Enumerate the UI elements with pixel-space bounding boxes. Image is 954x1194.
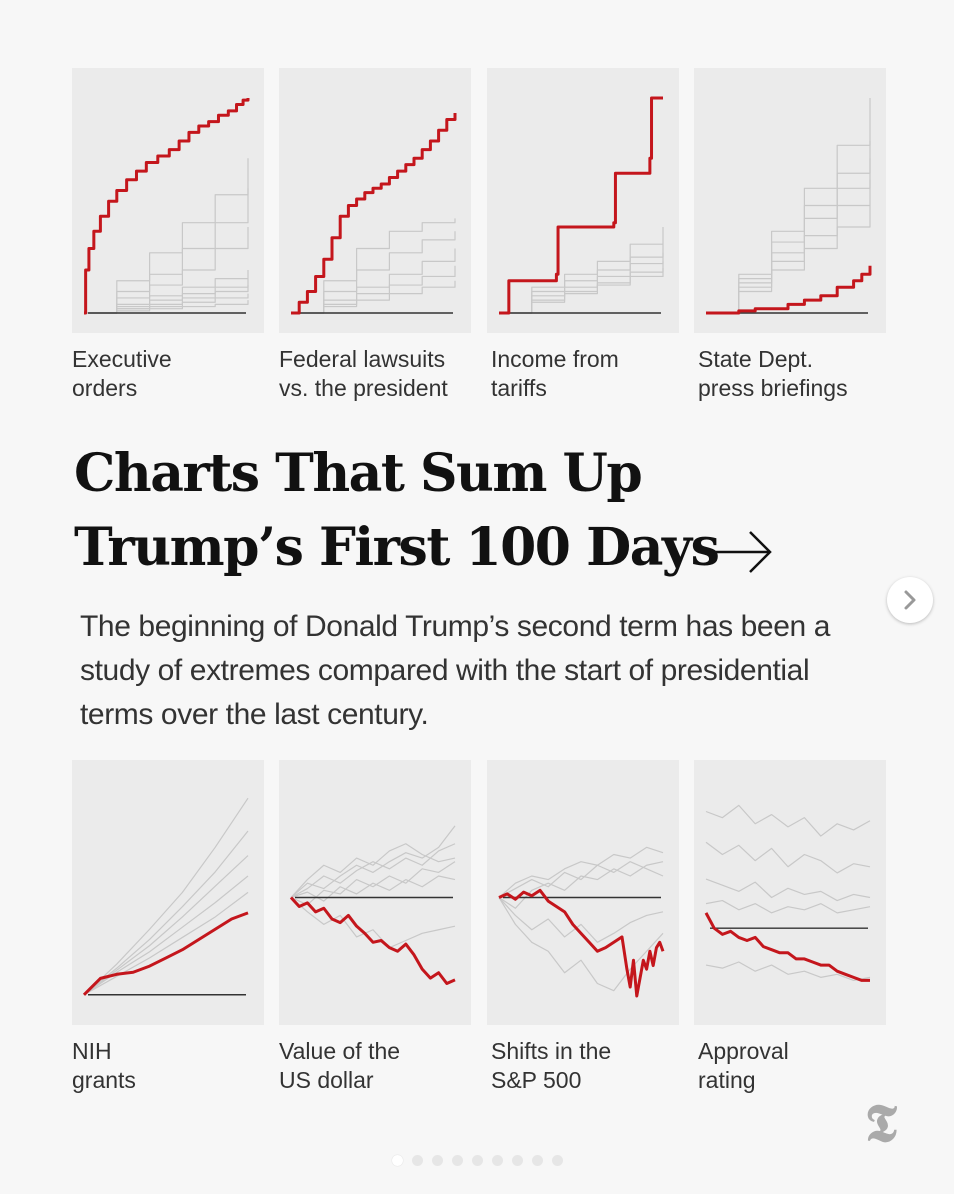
pagination-dot[interactable] bbox=[552, 1155, 563, 1166]
pagination-dot[interactable] bbox=[412, 1155, 423, 1166]
page-title: Charts That Sum Up Trump’s First 100 Day… bbox=[74, 437, 720, 585]
series-line-comparison bbox=[706, 205, 871, 314]
caption-line: Shifts in the bbox=[491, 1038, 612, 1064]
series-line-comparison bbox=[290, 843, 456, 898]
series-line-comparison bbox=[499, 244, 664, 314]
caption-line: Approval bbox=[698, 1038, 789, 1064]
next-slide-button[interactable] bbox=[887, 577, 933, 623]
series-line-comparison bbox=[83, 830, 249, 996]
series-line-comparison bbox=[499, 267, 664, 314]
series-line-comparison bbox=[84, 293, 249, 314]
chart-panel-income-from-tariffs bbox=[487, 68, 679, 333]
pagination-dot[interactable] bbox=[512, 1155, 523, 1166]
series-line-trump bbox=[499, 96, 663, 315]
caption-line: NIH bbox=[72, 1038, 112, 1064]
caption-line: tariffs bbox=[491, 375, 547, 401]
series-line-comparison bbox=[84, 227, 249, 314]
series-line-comparison bbox=[705, 961, 871, 982]
caption-line: grants bbox=[72, 1067, 136, 1093]
series-line-trump bbox=[82, 911, 249, 996]
chart-caption: Approval rating bbox=[698, 1037, 898, 1095]
chart-panel-executive-orders bbox=[72, 68, 264, 333]
caption-line: orders bbox=[72, 375, 138, 401]
caption-line: rating bbox=[698, 1067, 756, 1093]
chart-svg bbox=[499, 96, 664, 315]
series-line-comparison bbox=[290, 861, 456, 906]
nyt-logo-icon: 𝕿 bbox=[865, 1093, 897, 1154]
chart-svg bbox=[704, 804, 871, 982]
series-line-comparison bbox=[291, 280, 456, 314]
chart-panel-approval-rating bbox=[694, 760, 886, 1025]
chart-panel-federal-lawsuits bbox=[279, 68, 471, 333]
series-line-comparison bbox=[290, 897, 456, 949]
caption-line: Executive bbox=[72, 346, 172, 372]
series-line-comparison bbox=[290, 825, 456, 898]
chart-caption: Federal lawsuits vs. the president bbox=[279, 345, 479, 403]
title-line-2: Trump’s First 100 Days bbox=[74, 517, 720, 578]
series-line-comparison bbox=[498, 897, 664, 943]
chart-panel-nih-grants bbox=[72, 760, 264, 1025]
series-line-trump bbox=[706, 265, 872, 315]
chart-caption: Income from tariffs bbox=[491, 345, 691, 403]
chart-svg bbox=[291, 113, 457, 315]
series-line-comparison bbox=[705, 804, 871, 837]
series-line-comparison bbox=[291, 231, 456, 314]
caption-line: Federal lawsuits bbox=[279, 346, 446, 372]
caption-line: vs. the president bbox=[279, 375, 448, 401]
chevron-right-icon bbox=[904, 590, 916, 610]
chart-caption: Value of the US dollar bbox=[279, 1037, 479, 1095]
series-line-comparison bbox=[84, 300, 249, 314]
pagination-dot[interactable] bbox=[492, 1155, 503, 1166]
caption-line: Value of the bbox=[279, 1038, 401, 1064]
caption-line: State Dept. bbox=[698, 346, 814, 372]
series-line-comparison bbox=[706, 179, 871, 314]
series-line-comparison bbox=[705, 841, 871, 874]
title-line-1: Charts That Sum Up bbox=[74, 443, 643, 504]
series-line-trump bbox=[289, 896, 456, 985]
series-line-comparison bbox=[498, 861, 664, 899]
caption-line: S&P 500 bbox=[491, 1067, 582, 1093]
series-line-trump bbox=[84, 98, 250, 315]
series-line-comparison bbox=[499, 252, 664, 314]
series-line-comparison bbox=[84, 158, 249, 314]
pagination-dot[interactable] bbox=[532, 1155, 543, 1166]
chart-panel-sp-500 bbox=[487, 760, 679, 1025]
series-line-comparison bbox=[498, 846, 664, 898]
series-line-comparison bbox=[705, 878, 871, 902]
caption-line: press briefings bbox=[698, 375, 848, 401]
series-line-comparison bbox=[706, 158, 871, 314]
chart-svg bbox=[706, 98, 872, 315]
caption-line: US dollar bbox=[279, 1067, 374, 1093]
chart-panel-state-dept-briefings bbox=[694, 68, 886, 333]
chart-caption: State Dept. press briefings bbox=[698, 345, 898, 403]
chart-caption: Shifts in the S&P 500 bbox=[491, 1037, 691, 1095]
chart-svg bbox=[498, 846, 665, 998]
pagination-dot[interactable] bbox=[432, 1155, 443, 1166]
series-line-comparison bbox=[291, 218, 456, 314]
chart-panel-us-dollar bbox=[279, 760, 471, 1025]
pagination-dot[interactable] bbox=[392, 1155, 403, 1166]
series-line-comparison bbox=[290, 843, 456, 899]
series-line-comparison bbox=[83, 797, 249, 996]
series-line-trump bbox=[704, 912, 870, 982]
chart-svg bbox=[289, 825, 456, 985]
series-line-comparison bbox=[499, 227, 664, 314]
chart-svg bbox=[82, 797, 249, 996]
series-line-comparison bbox=[498, 897, 664, 992]
series-line-comparison bbox=[498, 861, 664, 909]
caption-line: Income from bbox=[491, 346, 619, 372]
arrow-right-icon[interactable] bbox=[712, 530, 774, 574]
chart-caption: NIH grants bbox=[72, 1037, 272, 1095]
series-line-comparison bbox=[705, 899, 871, 914]
chart-svg bbox=[84, 98, 250, 315]
pagination-dot[interactable] bbox=[472, 1155, 483, 1166]
series-line-comparison bbox=[83, 891, 249, 996]
subtitle: The beginning of Donald Trump’s second t… bbox=[80, 610, 830, 731]
series-line-trump bbox=[291, 113, 457, 315]
series-line-trump bbox=[498, 888, 665, 998]
pagination-dot[interactable] bbox=[452, 1155, 463, 1166]
chart-caption: Executive orders bbox=[72, 345, 272, 403]
